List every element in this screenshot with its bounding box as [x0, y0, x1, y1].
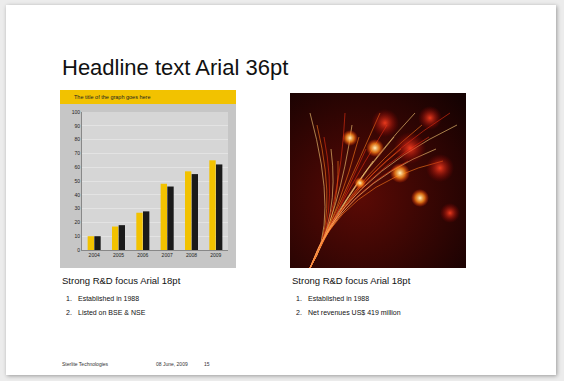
html-text:The title of the graph goes he: The title of the graph goes here — [74, 94, 151, 100]
svg-text:20: 20 — [74, 219, 80, 225]
svg-text:70: 70 — [74, 150, 80, 156]
svg-text:80: 80 — [74, 136, 80, 142]
html-text:Established in 1988: Established in 1988 — [78, 295, 140, 302]
svg-text:40: 40 — [74, 192, 80, 198]
html-text:Established in 1988: Established in 1988 — [308, 295, 370, 302]
html-text:15: 15 — [204, 361, 210, 367]
html-text:Sterlite Technologies: Sterlite Technologies — [62, 361, 109, 367]
svg-text:2009: 2009 — [210, 252, 221, 258]
svg-text:50: 50 — [74, 178, 80, 184]
svg-text:2006: 2006 — [137, 252, 148, 258]
html-text:Strong R&D focus Arial 18pt: Strong R&D focus Arial 18pt — [62, 275, 181, 286]
svg-text:30: 30 — [74, 205, 80, 211]
html-text:Headline text Arial 36pt: Headline text Arial 36pt — [62, 55, 289, 80]
html-text:Strong R&D focus Arial 18pt: Strong R&D focus Arial 18pt — [292, 275, 411, 286]
html-text:2.: 2. — [296, 309, 302, 316]
html-text:Listed on BSE & NSE: Listed on BSE & NSE — [78, 309, 146, 316]
svg-text:60: 60 — [74, 164, 80, 170]
html-text:08 June, 2009: 08 June, 2009 — [156, 361, 188, 367]
html-text:Net revenues US$ 419 million: Net revenues US$ 419 million — [308, 309, 401, 316]
svg-text:2004: 2004 — [89, 252, 100, 258]
svg-text:2005: 2005 — [113, 252, 124, 258]
svg-text:10: 10 — [74, 233, 80, 239]
svg-text:0: 0 — [77, 247, 80, 253]
svg-text:90: 90 — [74, 123, 80, 129]
html-text:1.: 1. — [296, 295, 302, 302]
svg-text:2008: 2008 — [186, 252, 197, 258]
svg-text:2007: 2007 — [162, 252, 173, 258]
html-text:1.: 1. — [66, 295, 72, 302]
svg-text:100: 100 — [72, 109, 81, 115]
html-text:2.: 2. — [66, 309, 72, 316]
